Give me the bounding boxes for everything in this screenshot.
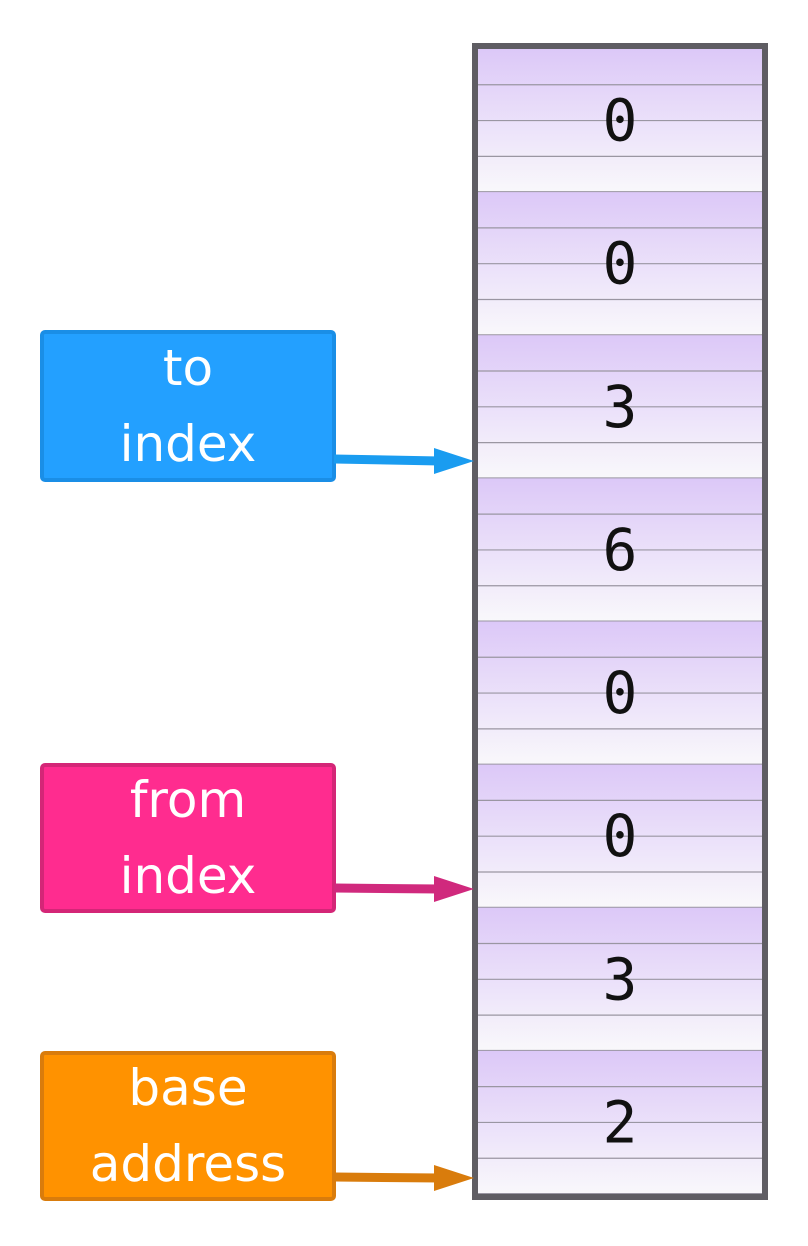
memory-cell-value: 3 xyxy=(603,945,638,1013)
base-address-label-line2: address xyxy=(90,1135,286,1193)
memory-cell: 0 xyxy=(478,192,762,337)
memory-cell: 3 xyxy=(478,907,762,1052)
memory-column: 0 0 3 6 0 0 3 2 xyxy=(472,43,768,1200)
memory-cell-value: 0 xyxy=(603,802,638,870)
memory-cell-value: 2 xyxy=(603,1088,638,1156)
memory-cell: 0 xyxy=(478,621,762,766)
from-index-label-line2: index xyxy=(120,847,257,905)
memory-cell: 2 xyxy=(478,1050,762,1195)
memory-column-frame xyxy=(472,43,768,1200)
from-index-arrow xyxy=(333,876,474,902)
to-index-arrow xyxy=(333,448,474,474)
memory-cell-value: 0 xyxy=(603,659,638,727)
memory-cell-value: 3 xyxy=(603,373,638,441)
memory-cell: 3 xyxy=(478,335,762,480)
base-address-label-line1: base xyxy=(128,1059,247,1117)
memory-cell: 6 xyxy=(478,478,762,623)
to-index-label-line2: index xyxy=(120,415,257,473)
to-index-label-line1: to xyxy=(163,339,213,397)
to-index-pointer: to index xyxy=(40,330,474,482)
base-address-box xyxy=(40,1051,336,1201)
from-index-label-line1: from xyxy=(130,771,246,829)
memory-cell-value: 6 xyxy=(603,516,638,584)
memory-cell: 0 xyxy=(478,764,762,909)
memory-cell-value: 0 xyxy=(603,87,638,155)
to-index-box xyxy=(40,330,336,482)
memory-cells: 0 0 3 6 0 0 3 2 xyxy=(478,49,762,1195)
memory-cell: 0 xyxy=(478,49,762,194)
memory-cell-value: 0 xyxy=(603,230,638,298)
from-index-pointer: from index xyxy=(40,763,474,913)
from-index-box xyxy=(40,763,336,913)
base-address-pointer: base address xyxy=(40,1051,474,1201)
base-address-arrow xyxy=(333,1165,474,1191)
